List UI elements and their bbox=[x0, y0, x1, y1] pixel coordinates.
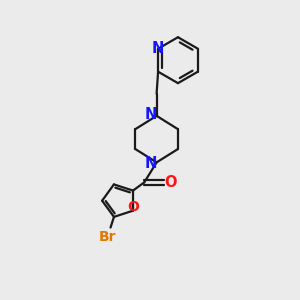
Text: O: O bbox=[164, 175, 176, 190]
Text: N: N bbox=[145, 107, 158, 122]
Text: N: N bbox=[152, 41, 164, 56]
Text: O: O bbox=[127, 200, 139, 214]
Text: N: N bbox=[145, 156, 158, 171]
Text: Br: Br bbox=[99, 230, 116, 244]
